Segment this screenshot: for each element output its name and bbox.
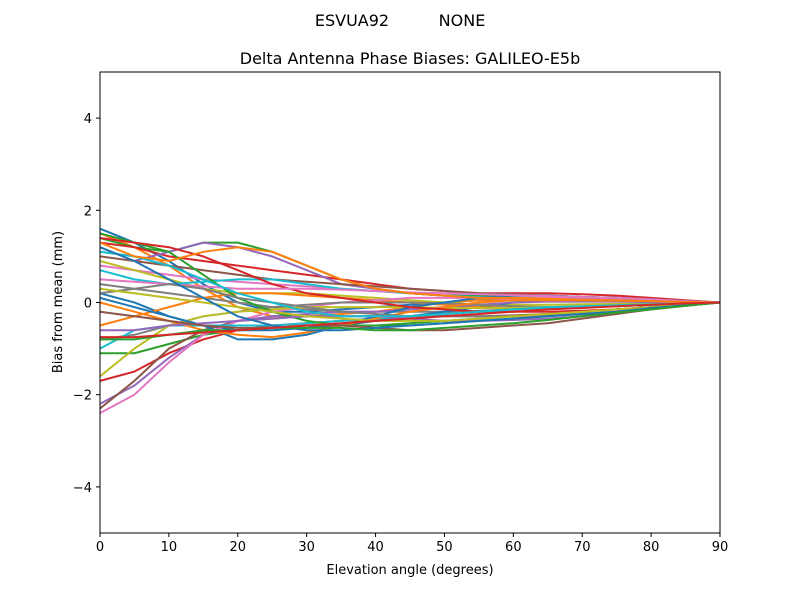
y-tick-label: 4 bbox=[84, 112, 92, 127]
x-tick-label: 30 bbox=[298, 540, 315, 555]
x-tick-label: 10 bbox=[161, 540, 178, 555]
suptitle-right: NONE bbox=[439, 11, 486, 30]
x-axis: 0 10 20 30 40 50 60 70 80 90 bbox=[96, 533, 728, 555]
x-tick-label: 40 bbox=[367, 540, 384, 555]
series-line-34 bbox=[100, 301, 721, 339]
y-tick-label: 2 bbox=[84, 204, 92, 219]
x-axis-label: Elevation angle (degrees) bbox=[326, 563, 493, 578]
series-line-17 bbox=[99, 296, 721, 414]
suptitle-left: ESVUA92 bbox=[315, 11, 389, 30]
x-tick-label: 70 bbox=[574, 540, 591, 555]
series-line-32 bbox=[99, 241, 721, 304]
x-tick-label: 80 bbox=[643, 540, 660, 555]
y-axis: −4 −2 0 2 4 bbox=[73, 112, 100, 496]
y-tick-label: 0 bbox=[84, 297, 92, 312]
x-tick-label: 20 bbox=[230, 540, 247, 555]
y-tick-label: −4 bbox=[73, 481, 92, 496]
chart-title: Delta Antenna Phase Biases: GALILEO-E5b bbox=[240, 49, 580, 68]
x-tick-label: 90 bbox=[712, 540, 729, 555]
series-line-33 bbox=[100, 301, 721, 341]
series-lines bbox=[99, 227, 721, 414]
series-line-29 bbox=[99, 287, 721, 322]
x-tick-label: 0 bbox=[96, 540, 104, 555]
y-tick-label: −2 bbox=[73, 389, 92, 404]
x-tick-label: 50 bbox=[436, 540, 453, 555]
y-axis-label: Bias from mean (mm) bbox=[51, 231, 66, 373]
x-tick-label: 60 bbox=[505, 540, 522, 555]
